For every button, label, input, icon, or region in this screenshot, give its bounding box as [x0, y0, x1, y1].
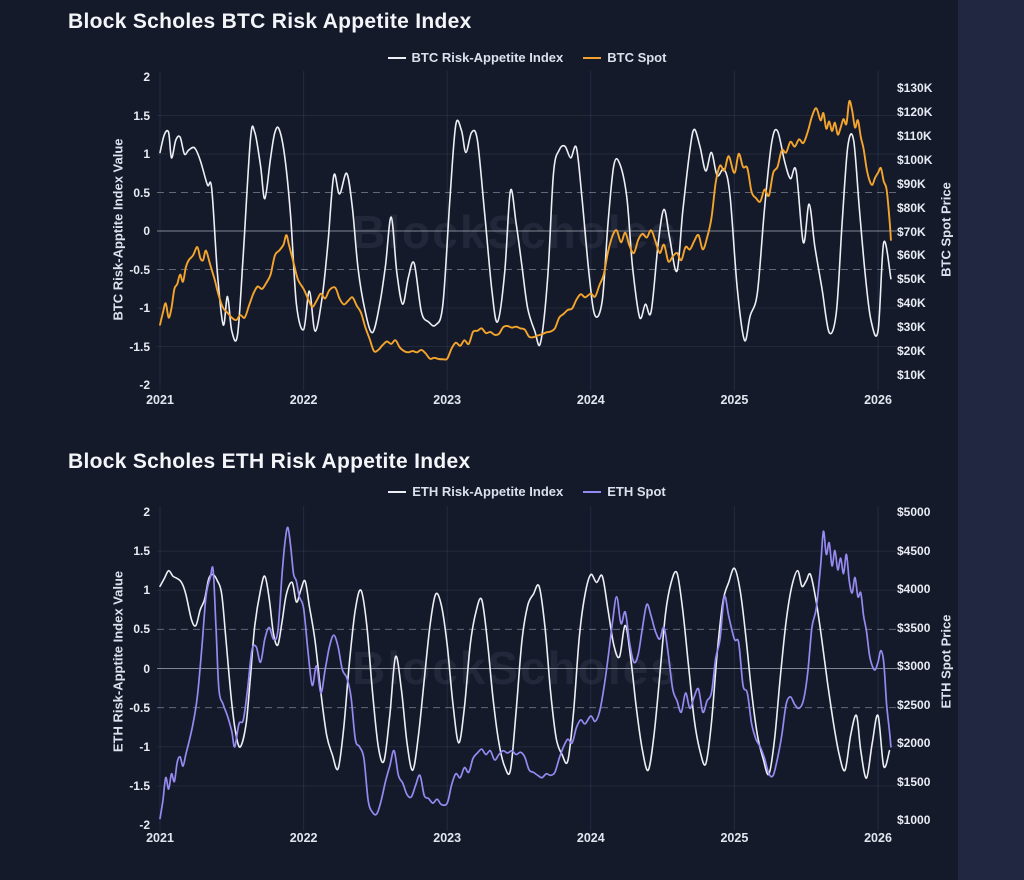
- right-y-tick-label: $2000: [897, 736, 931, 750]
- right-y-tick-label: $100K: [897, 152, 933, 167]
- right-y-tick-label: $50K: [897, 272, 926, 287]
- left-y-tick-label: 1.5: [133, 108, 150, 123]
- legend-label: BTC Spot: [607, 50, 667, 65]
- left-y-tick-label: -1: [139, 301, 150, 315]
- btc-index-line: [159, 119, 892, 347]
- plot-area-eth: BlockScholes: [157, 500, 897, 836]
- x-tick-label: 2022: [289, 393, 318, 407]
- x-tick-label: 2021: [146, 393, 174, 407]
- left-y-tick-label: 0.5: [133, 622, 150, 637]
- left-y-tick-label: 0: [143, 661, 150, 676]
- legend-line-swatch: [388, 490, 407, 493]
- legend-item-eth-index: ETH Risk-Appetite Index: [388, 484, 563, 499]
- btc-risk-appetite-chart: Block Scholes BTC Risk Appetite Index BT…: [0, 0, 958, 440]
- left-y-tick-label: -2: [139, 818, 150, 832]
- btc-plot-svg: BlockScholes: [157, 71, 897, 391]
- right-y-tick-label: $4500: [897, 543, 931, 558]
- right-y-tick-label: $20K: [897, 344, 926, 359]
- x-tick-label: 2022: [289, 831, 318, 845]
- legend-label: ETH Spot: [607, 484, 666, 499]
- legend-item-eth-spot: ETH Spot: [583, 484, 666, 499]
- left-y-tick-label: 1: [143, 583, 150, 598]
- right-y-tick-label: $5000: [897, 505, 931, 519]
- eth-plot-svg: BlockScholes: [157, 506, 897, 831]
- legend-item-btc-index: BTC Risk-Appetite Index: [387, 50, 564, 65]
- left-y-tick-label: 2: [143, 505, 150, 519]
- legend-line-swatch: [583, 56, 602, 59]
- chart-title-eth: Block Scholes ETH Risk Appetite Index: [68, 450, 471, 473]
- watermark: BlockScholes: [352, 642, 678, 694]
- btc-spot-line: [159, 99, 892, 361]
- right-y-tick-label: $120K: [897, 104, 933, 119]
- legend-line-swatch: [387, 56, 406, 59]
- right-y-tick-label: $1000: [897, 813, 931, 827]
- legend-btc: BTC Risk-Appetite Index BTC Spot: [157, 50, 897, 65]
- x-tick-label: 2026: [864, 831, 892, 845]
- x-tick-label: 2025: [720, 831, 749, 845]
- right-y-tick-label: $130K: [897, 81, 933, 95]
- left-y-tick-label: -0.5: [129, 262, 150, 277]
- watermark: BlockScholes: [352, 206, 678, 258]
- x-tick-label: 2024: [576, 831, 605, 845]
- legend-label: ETH Risk-Appetite Index: [412, 484, 564, 499]
- x-tick-label: 2024: [576, 393, 605, 407]
- left-y-tick-label: 1.5: [133, 544, 150, 559]
- right-y-tick-label: $70K: [897, 224, 926, 239]
- left-y-tick-label: 2: [143, 70, 150, 84]
- right-edge-strip: [958, 0, 1024, 880]
- x-tick-label: 2025: [720, 393, 749, 407]
- left-y-tick-label: 1: [143, 147, 150, 161]
- legend-eth: ETH Risk-Appetite Index ETH Spot: [157, 484, 897, 499]
- chart-title-btc: Block Scholes BTC Risk Appetite Index: [68, 10, 472, 33]
- left-y-tick-label: -1: [139, 739, 150, 754]
- legend-item-btc-spot: BTC Spot: [583, 50, 666, 65]
- right-y-tick-label: $4000: [897, 582, 931, 596]
- plot-area-btc: BlockScholes: [157, 66, 897, 398]
- x-tick-label: 2023: [433, 393, 462, 407]
- legend-label: BTC Risk-Appetite Index: [411, 50, 564, 65]
- legend-line-swatch: [583, 490, 602, 493]
- left-y-tick-label: -2: [139, 378, 150, 392]
- right-y-tick-label: $60K: [897, 248, 926, 263]
- right-y-tick-label: $10K: [897, 368, 926, 382]
- right-y-tick-label: $1500: [897, 774, 931, 789]
- right-y-tick-label: $30K: [897, 320, 926, 335]
- left-y-tick-label: 0.5: [133, 185, 150, 200]
- left-y-tick-label: -1.5: [129, 778, 150, 793]
- x-tick-label: 2026: [864, 393, 892, 407]
- eth-index-line: [159, 567, 891, 779]
- left-y-tick-label: -0.5: [129, 700, 150, 715]
- right-y-tick-label: $3500: [897, 620, 931, 635]
- eth-risk-appetite-chart: Block Scholes ETH Risk Appetite Index ET…: [0, 440, 958, 880]
- right-y-tick-label: $40K: [897, 296, 926, 311]
- left-y-tick-label: -1.5: [129, 339, 150, 354]
- right-y-tick-label: $90K: [897, 176, 926, 191]
- right-y-tick-label: $2500: [897, 697, 931, 712]
- right-y-tick-label: $80K: [897, 200, 926, 215]
- x-tick-label: 2023: [433, 831, 462, 845]
- right-y-tick-label: $110K: [897, 128, 932, 143]
- eth-spot-line: [159, 526, 892, 820]
- left-y-tick-label: 0: [143, 224, 150, 238]
- right-y-tick-label: $3000: [897, 659, 931, 673]
- x-tick-label: 2021: [146, 831, 174, 845]
